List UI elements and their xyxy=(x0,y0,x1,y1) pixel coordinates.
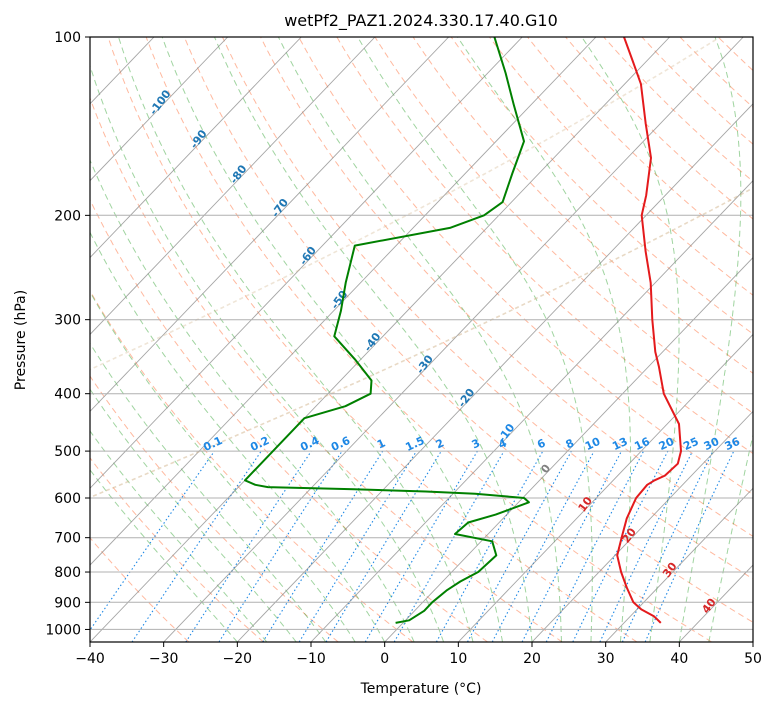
dry-adiabat xyxy=(90,289,414,642)
x-axis-title: Temperature (°C) xyxy=(360,681,482,697)
dry-adiabat xyxy=(603,37,753,183)
hydrolapse-line xyxy=(90,37,721,371)
dry-adiabat xyxy=(183,37,753,623)
moist-adiabat xyxy=(708,432,753,642)
y-tick-label: 800 xyxy=(54,565,81,581)
mixing-ratio-label: 30 xyxy=(702,435,722,453)
moist-adiabat xyxy=(90,469,238,642)
dewpoint-line xyxy=(244,37,530,624)
y-axis-ticks: 100 200 300 400 500 600 700 800 900 1000 xyxy=(45,30,90,638)
moist-adiabat xyxy=(161,37,503,642)
x-tick-label: 10 xyxy=(449,651,467,667)
isotherm xyxy=(310,180,753,642)
mixing-ratio-line xyxy=(185,450,312,642)
moist-adiabat xyxy=(90,64,445,642)
moist-adiabat xyxy=(277,37,562,642)
dry-adiabat xyxy=(222,37,753,580)
isotherm xyxy=(90,37,523,489)
dry-adiabat xyxy=(374,37,753,414)
isotherm xyxy=(90,37,597,566)
isotherm xyxy=(236,103,753,642)
mixing-ratio-label: 25 xyxy=(681,435,700,453)
moist-adiabat xyxy=(118,37,474,642)
y-tick-label: 500 xyxy=(54,444,81,460)
isotherm xyxy=(384,256,753,642)
mixing-ratio-line xyxy=(325,450,442,642)
y-tick-label: 300 xyxy=(54,313,81,329)
dry-adiabat xyxy=(641,37,753,145)
mixing-ratio-line xyxy=(218,450,343,642)
dry-adiabat xyxy=(90,375,339,642)
mixing-ratio-line xyxy=(131,450,262,642)
moist-adiabat xyxy=(214,37,533,642)
moist-adiabat xyxy=(90,388,297,642)
mixing-ratio-label: 16 xyxy=(632,435,652,453)
x-tick-label: 30 xyxy=(597,651,615,667)
moist-adiabat xyxy=(90,342,327,642)
x-tick-label: −40 xyxy=(75,651,105,667)
mixing-ratio-label: 36 xyxy=(723,435,743,453)
sounding-lines xyxy=(244,37,682,624)
x-tick-label: 0 xyxy=(380,651,389,667)
isotherm xyxy=(90,37,376,336)
dry-adiabat xyxy=(90,457,264,642)
y-tick-label: 200 xyxy=(54,208,81,224)
y-tick-label: 400 xyxy=(54,387,81,403)
plot-frame xyxy=(89,36,754,643)
moist-adiabat xyxy=(357,37,593,642)
isotherm xyxy=(90,37,302,259)
isotherm xyxy=(90,37,450,413)
moist-adiabat xyxy=(457,37,632,642)
y-tick-label: 700 xyxy=(54,531,81,547)
moist-adiabat xyxy=(90,430,268,642)
moist-adiabat xyxy=(678,37,742,642)
moist-adiabat xyxy=(581,37,680,642)
isotherm xyxy=(90,37,229,182)
mixing-ratio-line xyxy=(435,450,544,642)
y-tick-label: 600 xyxy=(54,491,81,507)
chart-title: wetPf2_PAZ1.2024.330.17.40.G10 xyxy=(284,11,558,31)
dry-adiabat xyxy=(336,37,753,455)
y-axis-title: Pressure (hPa) xyxy=(13,290,29,390)
y-tick-label: 1000 xyxy=(45,622,81,638)
x-tick-label: −10 xyxy=(296,651,326,667)
dry-adiabat xyxy=(145,37,712,642)
x-tick-label: 20 xyxy=(523,651,541,667)
isotherm xyxy=(163,37,744,642)
mixing-ratio-line xyxy=(467,450,572,642)
temperature-line xyxy=(616,37,682,624)
mixing-ratio-label: 13 xyxy=(610,435,629,453)
dry-adiabat xyxy=(107,37,638,642)
dry-adiabat xyxy=(412,37,753,374)
isotherm xyxy=(531,410,753,642)
isotherm xyxy=(457,333,753,642)
x-tick-label: −20 xyxy=(223,651,253,667)
mixing-ratio-line xyxy=(545,450,645,642)
isotherm xyxy=(90,37,671,642)
mixing-ratio-label: 20 xyxy=(657,435,677,453)
x-tick-label: 50 xyxy=(744,651,762,667)
dry-adiabat xyxy=(298,37,753,496)
x-tick-label: 40 xyxy=(670,651,688,667)
mixing-ratio-line xyxy=(298,450,417,642)
y-tick-label: 900 xyxy=(54,595,81,611)
dry-adiabat xyxy=(90,198,488,642)
dry-adiabat xyxy=(90,96,563,642)
isotherm xyxy=(605,487,753,642)
mixing-ratio-line xyxy=(572,450,669,642)
dry-adiabat xyxy=(450,37,753,335)
mixing-ratio-line xyxy=(90,450,215,632)
moist-adiabat xyxy=(90,291,356,642)
y-tick-label: 100 xyxy=(54,30,81,46)
x-axis-ticks: −40 −30 −20 −10 0 10 20 30 40 50 xyxy=(75,642,762,667)
x-tick-label: −30 xyxy=(149,651,179,667)
mixing-ratio-label: 10 xyxy=(583,435,603,453)
